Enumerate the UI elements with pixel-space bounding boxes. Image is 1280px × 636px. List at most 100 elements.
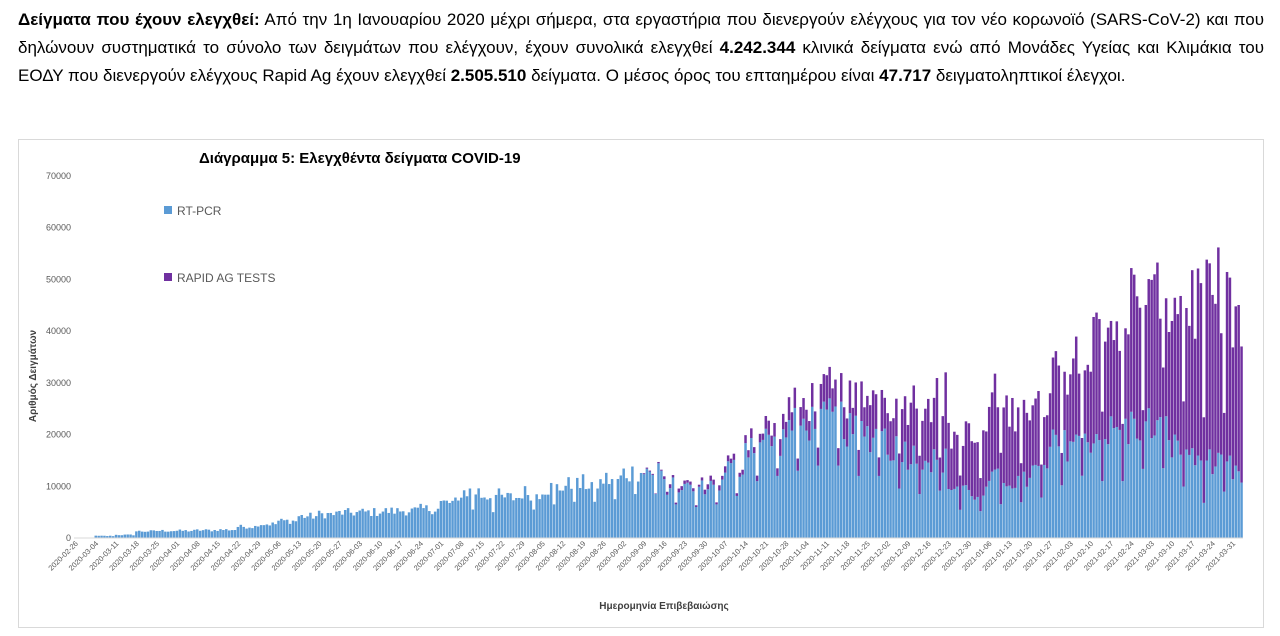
- bar-rtpcr: [918, 494, 921, 538]
- bar-rtpcr: [576, 477, 579, 538]
- bar-rtpcr: [1098, 440, 1101, 538]
- bar-rapid-ag: [1127, 334, 1130, 445]
- bar-rtpcr: [503, 497, 506, 538]
- bar-rtpcr: [584, 489, 588, 538]
- bar-rapid-ag: [808, 421, 811, 441]
- bar-rapid-ag: [802, 398, 805, 419]
- bar-rapid-ag: [784, 421, 788, 438]
- bar-rtpcr: [767, 434, 770, 538]
- bar-rapid-ag: [726, 455, 730, 462]
- bar-rtpcr: [825, 409, 828, 538]
- bar-rtpcr: [912, 445, 916, 538]
- bar-rtpcr: [349, 512, 353, 538]
- bar-rtpcr: [448, 502, 451, 538]
- bar-rtpcr: [874, 428, 878, 538]
- bar-rapid-ag: [1074, 336, 1078, 435]
- bar-rtpcr: [468, 488, 472, 538]
- bar-rtpcr: [1002, 482, 1005, 538]
- bar-rtpcr: [230, 530, 234, 538]
- bar-rapid-ag: [898, 453, 901, 489]
- bar-rtpcr: [587, 488, 591, 538]
- bar-rtpcr: [663, 479, 666, 538]
- bar-rtpcr: [422, 508, 425, 538]
- x-axis-label: Ημερομηνία Επιβεβαιώσης: [599, 601, 728, 612]
- bar-rtpcr: [146, 531, 150, 538]
- bar-rapid-ag: [1222, 412, 1226, 492]
- bar-rtpcr: [378, 513, 382, 538]
- bar-rtpcr: [956, 486, 959, 538]
- bar-rapid-ag: [1083, 370, 1087, 434]
- bar-rtpcr: [314, 516, 318, 538]
- bar-rapid-ag: [752, 447, 756, 454]
- bar-rtpcr: [370, 515, 373, 538]
- bar-rapid-ag: [906, 424, 910, 470]
- bar-rtpcr: [1135, 438, 1139, 538]
- bar-rapid-ag: [706, 484, 710, 490]
- bar-rtpcr: [198, 530, 202, 538]
- bar-rtpcr: [1028, 477, 1032, 538]
- bar-rapid-ag: [1202, 417, 1206, 503]
- intro-text-4: δειγματοληπτικοί έλεγχοι.: [931, 66, 1126, 85]
- bar-rapid-ag: [1048, 393, 1052, 447]
- y-tick-label: 20000: [46, 430, 71, 440]
- bar-rtpcr: [384, 508, 388, 538]
- bar-rtpcr: [703, 494, 707, 538]
- y-tick-label: 10000: [46, 481, 71, 491]
- bar-rapid-ag: [1057, 365, 1061, 447]
- bar-rtpcr: [758, 442, 762, 538]
- bar-rtpcr: [987, 480, 991, 538]
- bar-rtpcr: [671, 477, 675, 538]
- bar-rapid-ag: [1234, 306, 1237, 466]
- bar-rtpcr: [1164, 416, 1168, 538]
- bar-rtpcr: [860, 421, 863, 538]
- bar-rtpcr: [578, 487, 582, 538]
- bar-rapid-ag: [950, 448, 953, 490]
- bar-rapid-ag: [825, 375, 828, 410]
- bar-rtpcr: [1130, 411, 1133, 538]
- bar-rtpcr: [326, 513, 330, 538]
- bar-rtpcr: [552, 504, 556, 538]
- bar-rapid-ag: [1147, 279, 1150, 409]
- bar-rtpcr: [1217, 452, 1220, 538]
- bar-rapid-ag: [1095, 312, 1098, 435]
- bar-rtpcr: [329, 512, 332, 538]
- bar-rtpcr: [842, 439, 846, 538]
- bar-rtpcr: [558, 490, 562, 538]
- bar-rtpcr: [181, 530, 185, 538]
- bar-rtpcr: [204, 529, 208, 538]
- bar-rapid-ag: [869, 405, 872, 453]
- bar-rapid-ag: [903, 396, 907, 442]
- bar-rtpcr: [259, 525, 263, 538]
- bar-rtpcr: [219, 529, 222, 538]
- bar-rapid-ag: [1182, 401, 1185, 487]
- bar-rtpcr: [1185, 449, 1188, 538]
- bar-rapid-ag: [692, 488, 695, 492]
- y-tick-label: 0: [66, 533, 71, 543]
- bar-rtpcr: [755, 481, 759, 538]
- bar-rapid-ag: [1150, 279, 1153, 439]
- bar-rapid-ag: [970, 441, 974, 497]
- bar-rtpcr: [555, 484, 559, 538]
- bar-rtpcr: [605, 472, 608, 538]
- bar-rtpcr: [741, 474, 744, 538]
- bar-rapid-ag: [886, 413, 889, 455]
- bar-rapid-ag: [1240, 346, 1243, 483]
- bar-rtpcr: [149, 530, 153, 538]
- bar-rapid-ag: [860, 381, 863, 421]
- bar-rtpcr: [869, 452, 872, 538]
- bar-rtpcr: [1138, 440, 1142, 538]
- bar-rtpcr: [596, 488, 599, 538]
- bar-rapid-ag: [996, 407, 1000, 469]
- bar-rtpcr: [619, 475, 623, 538]
- bar-rapid-ag: [677, 488, 681, 493]
- bar-rapid-ag: [851, 407, 855, 435]
- bar-rapid-ag: [1220, 333, 1223, 455]
- bar-rtpcr: [196, 529, 199, 538]
- bar-rapid-ag: [671, 475, 675, 478]
- bar-rapid-ag: [755, 475, 759, 482]
- bar-rtpcr: [1176, 440, 1179, 538]
- bar-rapid-ag: [854, 382, 857, 416]
- bar-rtpcr: [845, 446, 849, 538]
- bar-rtpcr: [1019, 502, 1023, 538]
- seven-day-average: 47.717: [879, 66, 932, 85]
